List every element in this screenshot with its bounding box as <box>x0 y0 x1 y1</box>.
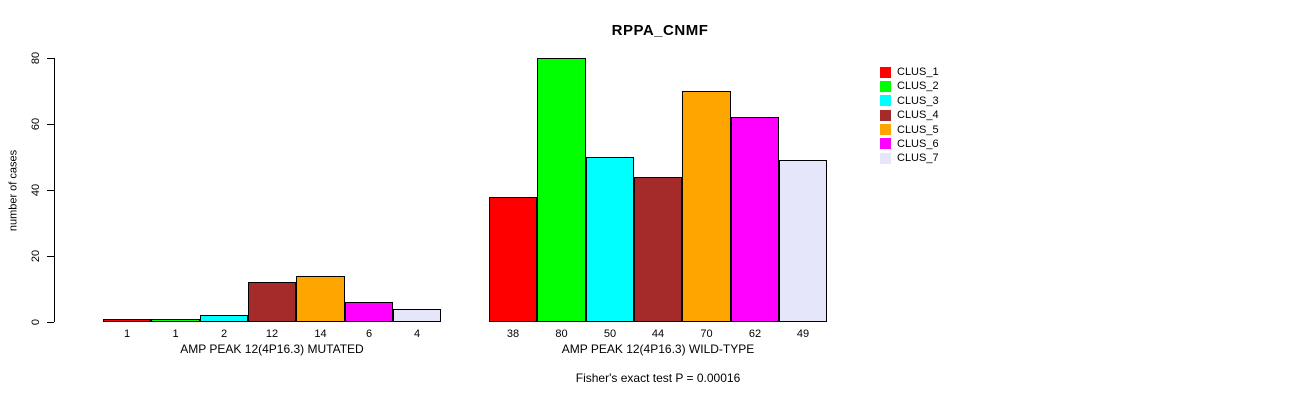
group-label-mutated: AMP PEAK 12(4P16.3) MUTATED <box>180 342 364 356</box>
legend-item-clus_3: CLUS_3 <box>880 95 939 107</box>
y-axis-tick-60 <box>47 123 54 125</box>
legend-swatch-clus_6 <box>880 138 891 150</box>
legend-label-clus_2: CLUS_2 <box>897 80 939 93</box>
legend-label-clus_6: CLUS_6 <box>897 137 939 150</box>
bar-value-label: 14 <box>314 328 327 340</box>
bar-value-label: 4 <box>413 328 421 340</box>
bar-group1-clus_3 <box>200 315 248 322</box>
bar-group1-clus_7 <box>393 309 441 322</box>
y-axis-tick-label-40: 40 <box>30 183 42 197</box>
y-axis-tick-label-60: 60 <box>30 117 42 131</box>
legend-label-clus_7: CLUS_7 <box>897 152 939 165</box>
bar-value-label: 1 <box>172 328 179 340</box>
legend-item-clus_6: CLUS_6 <box>880 138 939 150</box>
y-axis-title: number of cases <box>7 149 20 232</box>
bar-group2-clus_3 <box>586 157 634 322</box>
bar-value-label: 12 <box>265 328 279 340</box>
bar-value-label: 80 <box>555 328 568 340</box>
bar-group2-clus_7 <box>779 160 827 322</box>
bar-value-label: 49 <box>796 328 810 340</box>
bar-value-label: 6 <box>365 328 373 340</box>
bar-group2-clus_5 <box>682 91 731 322</box>
y-axis-tick-label-80: 80 <box>30 51 42 65</box>
bar-group2-clus_4 <box>634 177 682 322</box>
legend-item-clus_5: CLUS_5 <box>880 124 939 136</box>
bar-group1-clus_4 <box>248 282 296 322</box>
bar-value-label: 70 <box>700 328 713 340</box>
bar-value-label: 62 <box>748 328 762 340</box>
y-axis-tick-label-20: 20 <box>30 249 42 263</box>
bar-group2-clus_2 <box>537 58 586 322</box>
y-axis-tick-40 <box>47 189 54 191</box>
bar-value-label: 50 <box>603 328 617 340</box>
bar-value-label: 44 <box>651 328 665 340</box>
bar-value-label: 2 <box>220 328 228 340</box>
legend-label-clus_5: CLUS_5 <box>897 123 939 136</box>
y-axis-tick-0 <box>47 321 54 323</box>
legend-swatch-clus_2 <box>880 80 891 92</box>
legend-swatch-clus_1 <box>880 66 891 78</box>
y-axis-tick-80 <box>47 57 54 59</box>
legend-item-clus_1: CLUS_1 <box>880 66 939 78</box>
legend-item-clus_7: CLUS_7 <box>880 152 939 164</box>
group-label-wild-type: AMP PEAK 12(4P16.3) WILD-TYPE <box>561 342 755 356</box>
bar-group2-clus_1 <box>489 197 537 322</box>
y-axis-tick-20 <box>47 255 54 257</box>
bar-value-label: 1 <box>123 328 131 340</box>
bar-group2-clus_6 <box>731 117 779 322</box>
legend: CLUS_1 CLUS_2 CLUS_3 CLUS_4 CLUS_5 CLUS_6 CLUS… <box>880 66 939 167</box>
y-axis-tick-label-0: 0 <box>30 318 42 326</box>
legend-swatch-clus_4 <box>880 109 891 121</box>
legend-item-clus_2: CLUS_2 <box>880 80 939 92</box>
legend-swatch-clus_5 <box>880 124 891 136</box>
legend-swatch-clus_7 <box>880 152 891 164</box>
y-axis-line <box>54 58 55 322</box>
bar-group1-clus_5 <box>296 276 345 322</box>
legend-swatch-clus_3 <box>880 95 891 107</box>
bar-value-label: 38 <box>506 328 520 340</box>
legend-label-clus_4: CLUS_4 <box>897 109 939 122</box>
bar-group1-clus_2 <box>151 319 200 322</box>
chart-title: RPPA_CNMF <box>611 22 709 39</box>
legend-item-clus_4: CLUS_4 <box>880 109 939 121</box>
bar-group1-clus_6 <box>345 302 393 322</box>
legend-label-clus_3: CLUS_3 <box>897 94 939 107</box>
fisher-test-annotation: Fisher's exact test P = 0.00016 <box>575 371 741 385</box>
bar-group1-clus_1 <box>103 319 151 322</box>
legend-label-clus_1: CLUS_1 <box>897 66 939 78</box>
